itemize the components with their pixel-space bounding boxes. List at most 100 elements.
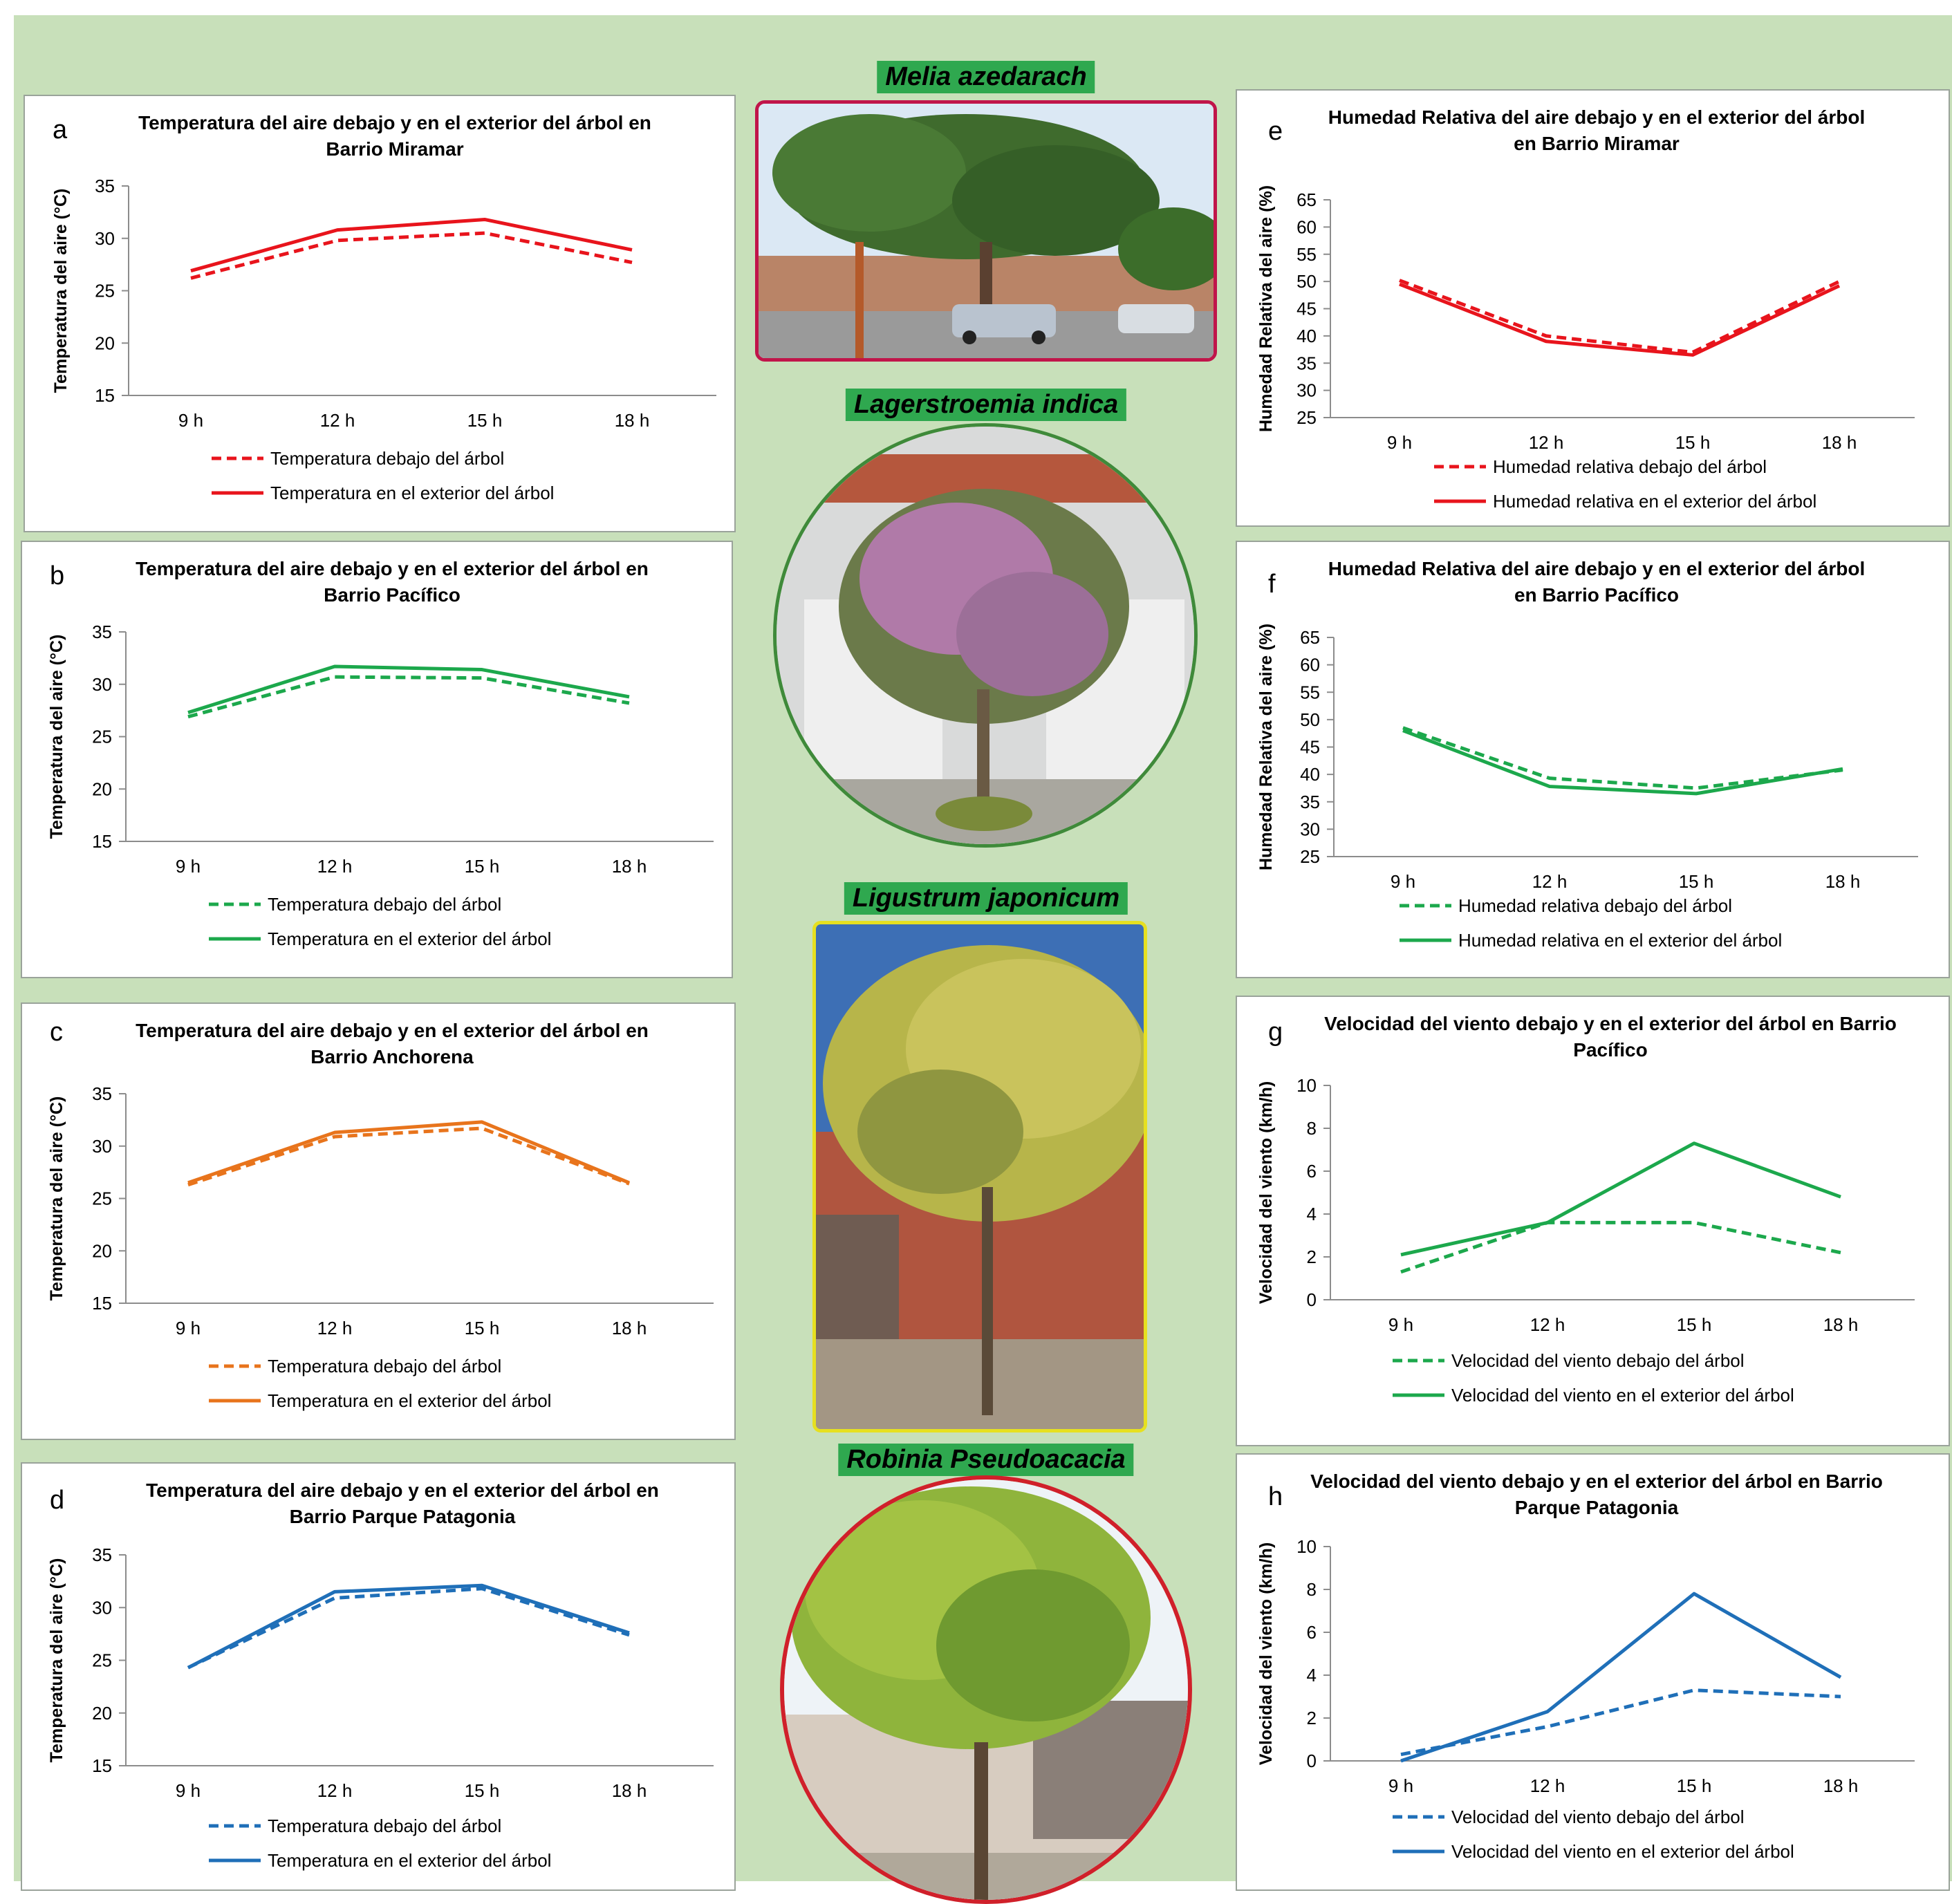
y-tick-label: 45 bbox=[1296, 299, 1317, 319]
legend-label: Temperatura debajo del árbol bbox=[268, 1816, 501, 1836]
series-line-dashed bbox=[187, 1126, 630, 1187]
chart-svg-b: 15 20 25 30 35 9 h 12 h 15 h 18 h Temperatura del… bbox=[47, 622, 714, 949]
chart-svg-a: 15 20 25 30 35 9 h 12 h 15 h 18 h Temperatura del… bbox=[51, 176, 716, 503]
x-tick-label: 18 h bbox=[1822, 432, 1857, 453]
chart-svg-g: 0 2 4 6 8 10 9 h 12 h 15 h 18 h Velocidad del vien… bbox=[1256, 1075, 1915, 1406]
y-tick-label: 20 bbox=[92, 778, 112, 799]
chart-svg-h: 0 2 4 6 8 10 9 h 12 h 15 h 18 h Velocidad del vien… bbox=[1256, 1536, 1915, 1862]
panel-letter-a: a bbox=[53, 115, 68, 144]
tree-photo-lagerstroemia bbox=[773, 423, 1198, 848]
y-tick-label: 25 bbox=[92, 727, 112, 747]
y-tick-label: 4 bbox=[1307, 1204, 1317, 1224]
chart-panel-a: 15 20 25 30 35 9 h 12 h 15 h 18 h Temperatura del… bbox=[24, 95, 736, 532]
x-tick-label: 15 h bbox=[1677, 1775, 1712, 1796]
tree-photo-melia bbox=[755, 100, 1217, 362]
x-tick-label: 12 h bbox=[1530, 1314, 1565, 1335]
legend-label: Temperatura en el exterior del árbol bbox=[270, 483, 554, 503]
series-line-dashed bbox=[187, 1587, 630, 1670]
chart-panel-b: 15 20 25 30 35 9 h 12 h 15 h 18 h Temperatura del… bbox=[21, 541, 733, 978]
chart-title-h: Velocidad del viento debajo y en el exte… bbox=[1310, 1471, 1883, 1518]
legend-label: Velocidad del viento en el exterior del … bbox=[1451, 1841, 1794, 1862]
x-tick-label: 15 h bbox=[465, 856, 500, 877]
y-tick-label: 35 bbox=[92, 1544, 112, 1565]
legend-label: Temperatura en el exterior del árbol bbox=[268, 1390, 551, 1411]
y-tick-label: 20 bbox=[95, 333, 115, 353]
y-tick-label: 8 bbox=[1307, 1118, 1317, 1139]
x-tick-label: 12 h bbox=[1530, 1775, 1565, 1796]
legend-label: Humedad relativa debajo del árbol bbox=[1493, 456, 1767, 477]
legend-label: Temperatura debajo del árbol bbox=[268, 1356, 501, 1376]
chart-svg-e: 25 30 35 40 45 50 55 60 65 9 h 12 h 15 h 18 h Humedad… bbox=[1256, 185, 1915, 512]
y-axis-label: Temperatura del aire (°C) bbox=[51, 189, 71, 393]
legend-label: Temperatura debajo del árbol bbox=[268, 894, 501, 915]
y-tick-label: 20 bbox=[92, 1240, 112, 1261]
legend-label: Temperatura en el exterior del árbol bbox=[268, 928, 551, 949]
y-tick-label: 50 bbox=[1296, 271, 1317, 292]
y-tick-label: 0 bbox=[1307, 1751, 1317, 1771]
y-tick-label: 35 bbox=[1296, 353, 1317, 373]
y-tick-label: 20 bbox=[92, 1703, 112, 1724]
y-axis-label: Velocidad del viento (km/h) bbox=[1256, 1081, 1276, 1304]
series-line-solid bbox=[1402, 729, 1843, 796]
x-tick-label: 15 h bbox=[467, 410, 503, 431]
y-axis-label: Temperatura del aire (°C) bbox=[47, 1558, 66, 1763]
y-axis-label: Humedad Relativa del aire (%) bbox=[1256, 185, 1276, 432]
series-line-solid bbox=[190, 217, 633, 273]
y-tick-label: 40 bbox=[1296, 326, 1317, 346]
panel-letter-b: b bbox=[50, 561, 65, 590]
species-label-ligustrum: Ligustrum japonicum bbox=[844, 882, 1128, 915]
chart-title-c: Temperatura del aire debajo y en el exte… bbox=[136, 1020, 649, 1067]
series-line-solid bbox=[1399, 282, 1841, 357]
x-tick-label: 9 h bbox=[1388, 1314, 1413, 1335]
chart-svg-f: 25 30 35 40 45 50 55 60 65 9 h 12 h 15 h 18 h Humedad… bbox=[1256, 624, 1918, 951]
x-tick-label: 18 h bbox=[612, 1780, 647, 1801]
x-tick-label: 12 h bbox=[1532, 871, 1568, 892]
chart-svg-d: 15 20 25 30 35 9 h 12 h 15 h 18 h Temperatura del… bbox=[47, 1544, 714, 1871]
x-tick-label: 18 h bbox=[1823, 1314, 1859, 1335]
legend-label: Velocidad del viento en el exterior del … bbox=[1451, 1385, 1794, 1406]
y-tick-label: 35 bbox=[92, 1083, 112, 1104]
chart-panel-h: 0 2 4 6 8 10 9 h 12 h 15 h 18 h Velocidad del vien… bbox=[1236, 1453, 1950, 1891]
panel-letter-e: e bbox=[1268, 117, 1283, 146]
chart-title-b: Temperatura del aire debajo y en el exte… bbox=[136, 558, 649, 606]
legend-label: Humedad relativa en el exterior del árbo… bbox=[1493, 491, 1816, 512]
x-tick-label: 18 h bbox=[1823, 1775, 1859, 1796]
species-label-lagerstroemia: Lagerstroemia indica bbox=[845, 389, 1127, 421]
y-tick-label: 35 bbox=[1300, 792, 1320, 812]
legend-label: Velocidad del viento debajo del árbol bbox=[1451, 1807, 1745, 1827]
chart-title-a: Temperatura del aire debajo y en el exte… bbox=[138, 112, 651, 160]
series-line-dashed bbox=[1400, 1688, 1841, 1757]
y-tick-label: 35 bbox=[92, 622, 112, 642]
y-tick-label: 60 bbox=[1296, 216, 1317, 237]
panel-letter-d: d bbox=[50, 1486, 65, 1515]
y-tick-label: 25 bbox=[92, 1188, 112, 1209]
legend-label: Temperatura debajo del árbol bbox=[270, 448, 504, 469]
y-tick-label: 30 bbox=[95, 228, 115, 249]
series-line-dashed bbox=[1400, 1220, 1841, 1274]
y-tick-label: 25 bbox=[95, 281, 115, 301]
x-tick-label: 18 h bbox=[612, 1318, 647, 1338]
y-tick-label: 65 bbox=[1300, 627, 1320, 648]
x-tick-label: 9 h bbox=[1387, 432, 1412, 453]
series-line-solid bbox=[1400, 1141, 1841, 1257]
y-tick-label: 65 bbox=[1296, 189, 1317, 210]
chart-title-g: Velocidad del viento debajo y en el exte… bbox=[1324, 1013, 1897, 1061]
species-label-robinia: Robinia Pseudoacacia bbox=[838, 1444, 1134, 1476]
series-line-solid bbox=[1400, 1592, 1842, 1763]
y-tick-label: 6 bbox=[1307, 1161, 1317, 1182]
y-tick-label: 4 bbox=[1307, 1665, 1317, 1686]
poster-background: 15 20 25 30 35 9 h 12 h 15 h 18 h Temperatura del… bbox=[14, 15, 1952, 1904]
y-axis-label: Humedad Relativa del aire (%) bbox=[1256, 624, 1276, 870]
y-tick-label: 15 bbox=[92, 831, 112, 852]
x-tick-label: 15 h bbox=[1679, 871, 1714, 892]
series-line-dashed bbox=[1399, 279, 1841, 354]
chart-panel-f: 25 30 35 40 45 50 55 60 65 9 h 12 h 15 h 18 h Humedad… bbox=[1236, 541, 1950, 978]
x-tick-label: 12 h bbox=[317, 1780, 353, 1801]
x-tick-label: 9 h bbox=[178, 410, 203, 431]
y-axis-label: Temperatura del aire (°C) bbox=[47, 1096, 66, 1301]
chart-title-f: Humedad Relativa del aire debajo y en el… bbox=[1328, 558, 1866, 606]
chart-svg-c: 15 20 25 30 35 9 h 12 h 15 h 18 h Temperatura del… bbox=[47, 1083, 714, 1411]
y-tick-label: 50 bbox=[1300, 709, 1320, 730]
y-tick-label: 55 bbox=[1296, 244, 1317, 265]
chart-panel-e: 25 30 35 40 45 50 55 60 65 9 h 12 h 15 h 18 h Humedad… bbox=[1236, 89, 1950, 527]
